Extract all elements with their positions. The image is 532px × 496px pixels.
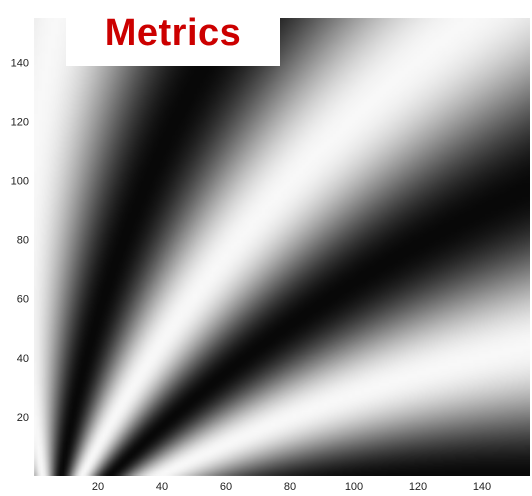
plot-area [34, 18, 530, 476]
y-tick-label: 20 [17, 412, 29, 424]
title-box: Metrics [66, 0, 280, 66]
x-axis: 20 40 60 80 100 120 140 [92, 481, 491, 493]
y-tick-label: 140 [11, 57, 29, 69]
x-tick-label: 140 [473, 481, 491, 493]
y-tick-label: 40 [17, 353, 29, 365]
x-tick-label: 120 [409, 481, 427, 493]
x-tick-label: 100 [345, 481, 363, 493]
x-tick-label: 60 [220, 481, 232, 493]
heatmap-image [34, 18, 530, 476]
x-tick-label: 80 [284, 481, 296, 493]
y-tick-label: 100 [11, 176, 29, 188]
chart-title: Metrics [104, 12, 242, 54]
y-axis: 20 40 60 80 100 120 140 [11, 57, 29, 424]
y-tick-label: 80 [17, 235, 29, 247]
y-tick-label: 120 [11, 116, 29, 128]
y-tick-label: 60 [17, 294, 29, 306]
x-tick-label: 20 [92, 481, 104, 493]
x-tick-label: 40 [156, 481, 168, 493]
